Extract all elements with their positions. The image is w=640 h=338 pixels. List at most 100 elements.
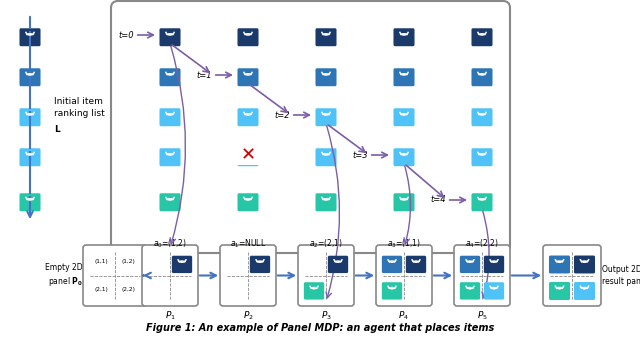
Text: $P_3$: $P_3$ (321, 310, 332, 322)
Bar (412, 256, 420, 258)
Bar (26, 149, 34, 150)
Text: (1,1): (1,1) (95, 259, 108, 264)
FancyBboxPatch shape (220, 245, 276, 306)
FancyBboxPatch shape (454, 245, 510, 306)
Bar (257, 256, 264, 258)
FancyBboxPatch shape (394, 148, 415, 166)
Text: $a_0$=(1,2): $a_0$=(1,2) (153, 238, 187, 250)
Bar (478, 29, 486, 30)
FancyBboxPatch shape (549, 282, 570, 300)
Bar (400, 109, 408, 111)
Bar (467, 283, 474, 285)
FancyBboxPatch shape (316, 148, 337, 166)
Bar (400, 29, 408, 30)
Text: t=2: t=2 (274, 111, 290, 120)
Bar (322, 69, 330, 71)
Bar (467, 256, 474, 258)
FancyBboxPatch shape (394, 108, 415, 126)
Bar (166, 194, 174, 196)
FancyBboxPatch shape (484, 282, 504, 299)
Text: Figure 1: An example of Panel MDP: an agent that places items: Figure 1: An example of Panel MDP: an ag… (146, 323, 494, 333)
FancyBboxPatch shape (574, 256, 595, 273)
FancyBboxPatch shape (472, 68, 493, 86)
FancyBboxPatch shape (19, 68, 40, 86)
FancyBboxPatch shape (19, 193, 40, 211)
FancyBboxPatch shape (19, 148, 40, 166)
FancyBboxPatch shape (460, 256, 480, 273)
Text: t=4: t=4 (430, 195, 445, 204)
FancyBboxPatch shape (142, 245, 198, 306)
Bar (334, 256, 342, 258)
Bar (400, 194, 408, 196)
FancyBboxPatch shape (237, 68, 259, 86)
Bar (388, 283, 396, 285)
FancyBboxPatch shape (111, 1, 510, 253)
Bar (166, 149, 174, 150)
FancyBboxPatch shape (250, 256, 270, 273)
FancyBboxPatch shape (376, 245, 432, 306)
Bar (26, 194, 34, 196)
Text: Empty 2D
panel $\mathbf{P_0}$: Empty 2D panel $\mathbf{P_0}$ (45, 263, 83, 288)
Bar (556, 256, 563, 258)
Bar (580, 283, 588, 284)
FancyBboxPatch shape (298, 245, 354, 306)
Bar (166, 29, 174, 30)
Bar (166, 109, 174, 111)
Text: ✕: ✕ (241, 146, 255, 164)
Text: t=0: t=0 (118, 30, 134, 40)
FancyBboxPatch shape (172, 256, 192, 273)
Text: $a_3$=(1,1): $a_3$=(1,1) (387, 238, 421, 250)
Bar (388, 256, 396, 258)
Bar (322, 149, 330, 150)
FancyBboxPatch shape (159, 108, 180, 126)
Bar (580, 256, 588, 258)
Bar (556, 283, 563, 284)
Bar (26, 29, 34, 30)
Text: $P_5$: $P_5$ (477, 310, 488, 322)
Bar (244, 109, 252, 111)
FancyBboxPatch shape (472, 108, 493, 126)
FancyBboxPatch shape (159, 193, 180, 211)
FancyBboxPatch shape (19, 108, 40, 126)
Bar (490, 283, 498, 285)
FancyBboxPatch shape (19, 28, 40, 46)
Text: Output 2D
result panel: Output 2D result panel (602, 265, 640, 286)
Text: $a_4$=(2,2): $a_4$=(2,2) (465, 238, 499, 250)
FancyBboxPatch shape (484, 256, 504, 273)
Text: $a_1$=NULL: $a_1$=NULL (230, 238, 266, 250)
FancyBboxPatch shape (472, 148, 493, 166)
Text: $P_1$: $P_1$ (164, 310, 175, 322)
Bar (478, 194, 486, 196)
Bar (166, 69, 174, 71)
FancyBboxPatch shape (543, 245, 601, 306)
Bar (179, 256, 186, 258)
Bar (322, 29, 330, 30)
Bar (244, 69, 252, 71)
FancyBboxPatch shape (159, 28, 180, 46)
FancyBboxPatch shape (382, 282, 402, 299)
FancyBboxPatch shape (394, 68, 415, 86)
Text: t=1: t=1 (196, 71, 212, 79)
FancyBboxPatch shape (316, 68, 337, 86)
Bar (310, 283, 317, 285)
FancyBboxPatch shape (406, 256, 426, 273)
FancyBboxPatch shape (328, 256, 348, 273)
FancyBboxPatch shape (472, 193, 493, 211)
FancyBboxPatch shape (472, 28, 493, 46)
FancyBboxPatch shape (83, 245, 147, 306)
FancyBboxPatch shape (237, 108, 259, 126)
FancyBboxPatch shape (316, 108, 337, 126)
FancyBboxPatch shape (237, 148, 259, 166)
Bar (322, 109, 330, 111)
Text: $P_2$: $P_2$ (243, 310, 253, 322)
Text: $a_2$=(2,1): $a_2$=(2,1) (309, 238, 343, 250)
Bar (400, 149, 408, 150)
FancyBboxPatch shape (460, 282, 480, 299)
Bar (237, 145, 259, 165)
FancyBboxPatch shape (159, 68, 180, 86)
Bar (400, 69, 408, 71)
FancyBboxPatch shape (237, 28, 259, 46)
Bar (322, 194, 330, 196)
Text: (2,1): (2,1) (95, 287, 108, 292)
Text: t=3: t=3 (352, 150, 368, 160)
